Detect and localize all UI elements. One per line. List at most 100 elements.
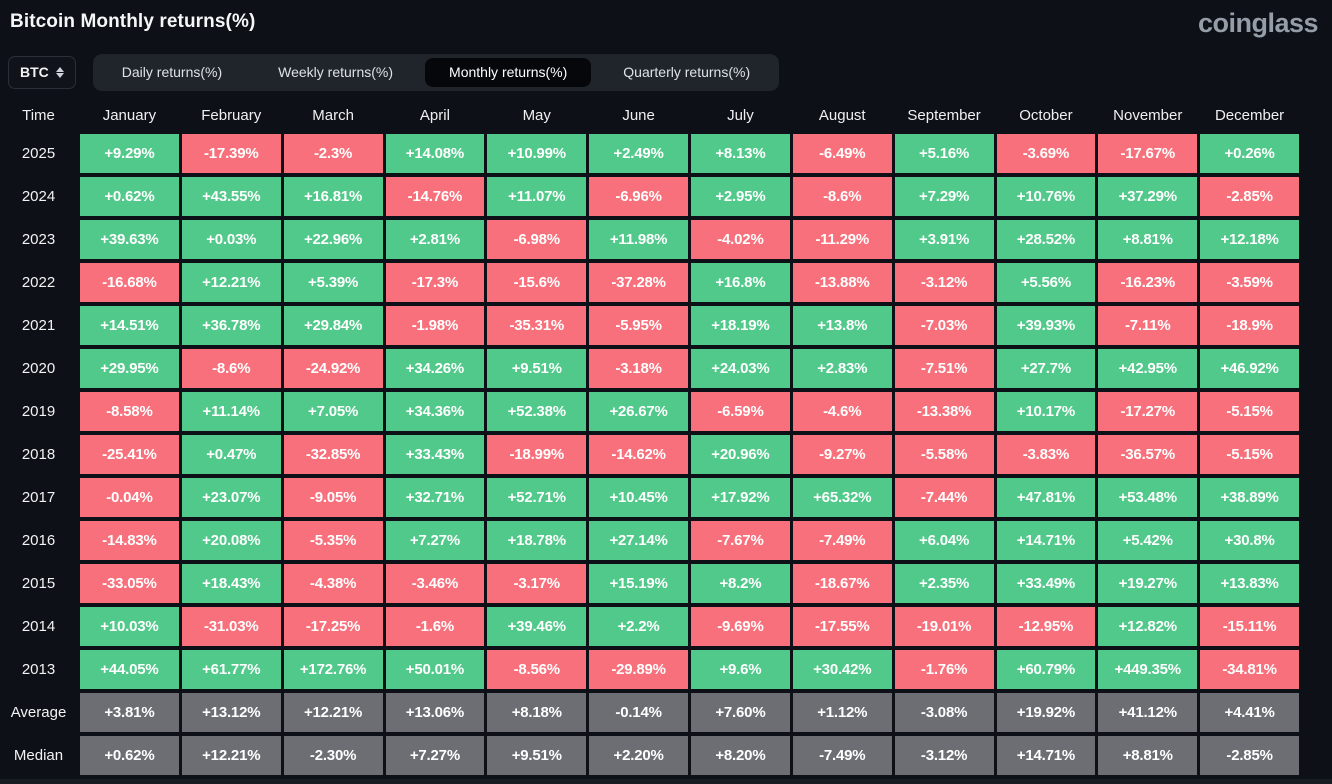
return-cell: +34.26% [385, 349, 485, 388]
return-cell: +20.96% [691, 435, 790, 474]
tab-group: Daily returns(%) Weekly returns(%) Monthly… [92, 53, 780, 91]
return-cell: -5.15% [1200, 392, 1299, 431]
return-cell: -5.15% [1200, 435, 1299, 474]
return-cell: +8.2% [691, 564, 790, 603]
return-cell: +28.52% [996, 220, 1096, 259]
return-cell: -2.30% [283, 736, 383, 775]
table-row-2021: 2021 +14.51% +36.78% +29.84% -1.98% -35.31% -5… [0, 306, 1299, 345]
return-cell: -3.17% [487, 564, 587, 603]
return-cell: +14.71% [996, 521, 1096, 560]
return-cell: +2.2% [589, 607, 688, 646]
column-header-july: July [727, 106, 754, 124]
return-cell: -18.9% [1200, 306, 1299, 345]
column-header-november: November [1113, 106, 1183, 124]
return-cell: -34.81% [1200, 650, 1299, 689]
return-cell: -5.35% [283, 521, 383, 560]
table-row-2013: 2013 +44.05% +61.77% +172.76% +50.01% -8.56% -… [0, 650, 1299, 689]
return-cell: +5.42% [1098, 521, 1198, 560]
row-label: 2021 [21, 317, 56, 334]
return-cell: +18.19% [691, 306, 790, 345]
table-header-row: Time January February March April May June July… [0, 98, 1299, 132]
return-cell: -3.12% [894, 736, 994, 775]
symbol-select[interactable]: BTC [8, 55, 76, 89]
row-label: 2024 [21, 188, 56, 205]
return-cell: +0.62% [80, 177, 179, 216]
return-cell: -1.76% [894, 650, 994, 689]
tab-weekly-returns[interactable]: Weekly returns(%) [278, 63, 394, 80]
return-cell: +10.17% [996, 392, 1096, 431]
return-cell: -24.92% [283, 349, 383, 388]
return-cell: +43.55% [181, 177, 281, 216]
return-cell: -1.6% [385, 607, 485, 646]
return-cell: +39.63% [80, 220, 179, 259]
return-cell: +10.03% [80, 607, 179, 646]
table-row-2015: 2015 -33.05% +18.43% -4.38% -3.46% -3.17% +15.… [0, 564, 1299, 603]
return-cell: -3.18% [589, 349, 688, 388]
return-cell: -13.88% [792, 263, 892, 302]
return-cell: -7.51% [894, 349, 994, 388]
row-label: 2020 [21, 360, 56, 377]
return-cell: +2.81% [385, 220, 485, 259]
row-label: 2017 [21, 489, 56, 506]
return-cell: -9.27% [792, 435, 892, 474]
return-cell: +16.8% [691, 263, 790, 302]
row-label: 2019 [21, 403, 56, 420]
return-cell: -14.83% [80, 521, 179, 560]
row-label: 2014 [21, 618, 56, 635]
return-cell: +39.93% [996, 306, 1096, 345]
return-cell: -3.08% [894, 693, 994, 732]
row-label: 2023 [21, 231, 56, 248]
page-title: Bitcoin Monthly returns(%) [10, 11, 256, 32]
return-cell: +17.92% [691, 478, 790, 517]
return-cell: -11.29% [792, 220, 892, 259]
tab-daily-returns[interactable]: Daily returns(%) [121, 63, 223, 80]
return-cell: -5.58% [894, 435, 994, 474]
return-cell: -3.59% [1200, 263, 1299, 302]
return-cell: -6.98% [487, 220, 587, 259]
bottom-divider [0, 779, 1332, 784]
column-header-october: October [1019, 106, 1073, 124]
return-cell: +50.01% [385, 650, 485, 689]
return-cell: +22.96% [283, 220, 383, 259]
return-cell: -13.38% [894, 392, 994, 431]
return-cell: -7.44% [894, 478, 994, 517]
column-header-march: March [312, 106, 354, 124]
return-cell: -16.23% [1098, 263, 1198, 302]
return-cell: -9.69% [691, 607, 790, 646]
coinglass-logo[interactable]: coinglass [1197, 8, 1319, 38]
return-cell: +8.20% [691, 736, 790, 775]
table-row-2020: 2020 +29.95% -8.6% -24.92% +34.26% +9.51% -3.1… [0, 349, 1299, 388]
return-cell: -7.67% [691, 521, 790, 560]
table-body: 2025 +9.29% -17.39% -2.3% +14.08% +10.99% +2.4… [0, 134, 1299, 775]
return-cell: +41.12% [1098, 693, 1198, 732]
return-cell: -18.99% [487, 435, 587, 474]
return-cell: +14.08% [385, 134, 485, 173]
return-cell: +13.8% [792, 306, 892, 345]
tab-monthly-returns[interactable]: Monthly returns(%) [425, 57, 592, 87]
column-header-april: April [419, 106, 450, 124]
return-cell: -7.49% [792, 736, 892, 775]
return-cell: -5.95% [589, 306, 688, 345]
return-cell: +13.06% [385, 693, 485, 732]
return-cell: -8.58% [80, 392, 179, 431]
return-cell: -8.56% [487, 650, 587, 689]
return-cell: +65.32% [792, 478, 892, 517]
return-cell: +4.41% [1200, 693, 1299, 732]
return-cell: +12.18% [1200, 220, 1299, 259]
return-cell: -8.6% [792, 177, 892, 216]
return-cell: -16.68% [80, 263, 179, 302]
return-cell: -3.12% [894, 263, 994, 302]
table-row-2017: 2017 -0.04% +23.07% -9.05% +32.71% +52.71% +10… [0, 478, 1299, 517]
table-row-2025: 2025 +9.29% -17.39% -2.3% +14.08% +10.99% +2.4… [0, 134, 1299, 173]
return-cell: +5.39% [283, 263, 383, 302]
return-cell: +33.49% [996, 564, 1096, 603]
return-cell: +2.35% [894, 564, 994, 603]
return-cell: -7.49% [792, 521, 892, 560]
return-cell: +44.05% [80, 650, 179, 689]
return-cell: +3.81% [80, 693, 179, 732]
return-cell: -15.11% [1200, 607, 1299, 646]
return-cell: -17.55% [792, 607, 892, 646]
tab-quarterly-returns[interactable]: Quarterly returns(%) [623, 63, 751, 80]
return-cell: +36.78% [181, 306, 281, 345]
